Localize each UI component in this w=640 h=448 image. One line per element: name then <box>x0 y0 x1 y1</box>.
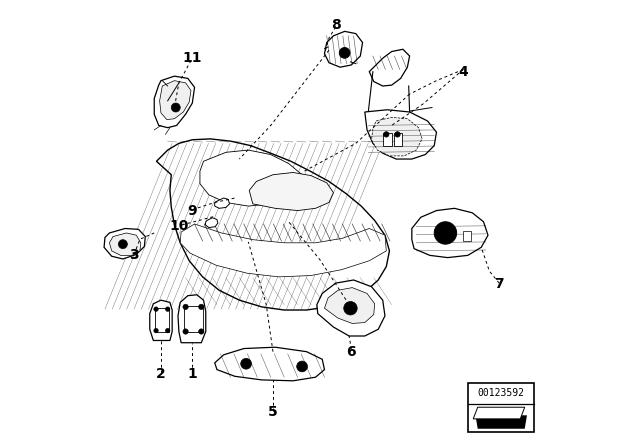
Text: 00123592: 00123592 <box>477 388 525 398</box>
Circle shape <box>172 103 180 112</box>
Polygon shape <box>200 150 302 206</box>
Polygon shape <box>476 415 527 429</box>
Text: 2: 2 <box>156 367 166 381</box>
Circle shape <box>165 307 170 311</box>
Bar <box>463 231 472 241</box>
Polygon shape <box>104 228 145 259</box>
Polygon shape <box>214 198 230 208</box>
Text: 3: 3 <box>129 248 139 263</box>
Polygon shape <box>178 295 205 343</box>
Text: 4: 4 <box>458 65 468 79</box>
Polygon shape <box>180 224 387 277</box>
Circle shape <box>198 329 204 334</box>
Circle shape <box>183 304 188 310</box>
Text: 8: 8 <box>331 17 340 32</box>
Polygon shape <box>412 208 488 258</box>
Polygon shape <box>369 49 410 86</box>
Text: 9: 9 <box>188 203 197 218</box>
Text: 11: 11 <box>182 51 202 65</box>
Circle shape <box>344 302 357 315</box>
Circle shape <box>383 132 389 137</box>
Circle shape <box>118 240 127 249</box>
Bar <box>383 133 392 146</box>
Circle shape <box>165 328 170 333</box>
Text: 7: 7 <box>494 277 504 292</box>
Bar <box>394 133 402 146</box>
Polygon shape <box>214 347 324 381</box>
Polygon shape <box>205 218 218 228</box>
Circle shape <box>154 328 158 333</box>
Polygon shape <box>365 110 436 159</box>
Text: 5: 5 <box>268 405 278 419</box>
Polygon shape <box>150 300 172 340</box>
Bar <box>184 306 203 332</box>
Polygon shape <box>371 117 422 156</box>
Circle shape <box>339 47 350 58</box>
Circle shape <box>297 361 307 372</box>
Polygon shape <box>473 407 525 419</box>
Polygon shape <box>324 31 362 67</box>
Circle shape <box>241 358 252 369</box>
Polygon shape <box>159 81 191 120</box>
Circle shape <box>395 132 400 137</box>
Circle shape <box>154 307 158 311</box>
Text: 10: 10 <box>169 219 189 233</box>
Polygon shape <box>324 288 374 323</box>
Circle shape <box>198 304 204 310</box>
Polygon shape <box>109 233 141 255</box>
Polygon shape <box>156 139 389 310</box>
Bar <box>155 308 168 332</box>
Polygon shape <box>317 280 385 336</box>
Text: 1: 1 <box>188 367 197 381</box>
Circle shape <box>183 329 188 334</box>
Polygon shape <box>154 76 195 128</box>
Text: 6: 6 <box>346 345 356 359</box>
Polygon shape <box>249 172 333 211</box>
Bar <box>468 383 534 432</box>
Circle shape <box>434 222 456 244</box>
